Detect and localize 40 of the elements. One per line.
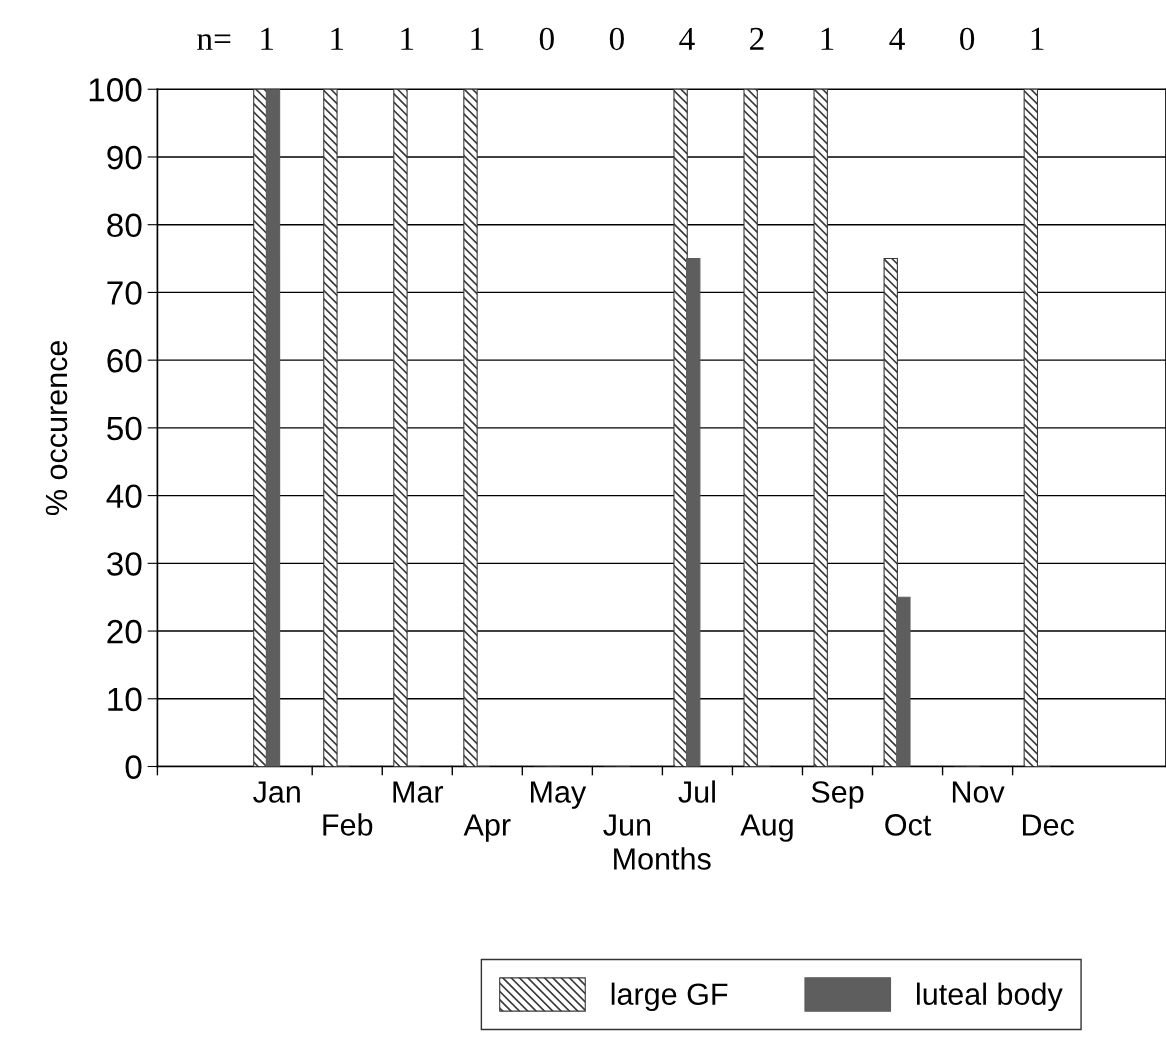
y-tick-label: 40: [106, 484, 142, 509]
y-axis-title: % occurence: [45, 340, 68, 516]
text: 1: [401, 27, 414, 50]
x-tick-label: Nov: [952, 781, 1005, 803]
x-tick-label: Dec: [1022, 814, 1074, 836]
y-tick-label: 50: [107, 416, 142, 441]
x-tick-label: Jul: [678, 780, 715, 803]
x-tick-label: Aug: [740, 814, 793, 842]
x-tick-label: Sep: [811, 781, 864, 809]
y-tick-label: 80: [107, 213, 142, 238]
text: 4: [889, 27, 905, 50]
text: 0: [539, 27, 554, 51]
y-tick-label: 70: [107, 281, 142, 305]
y-tick-label: 10: [108, 687, 142, 712]
text: 1: [471, 27, 484, 50]
x-tick-label: Apr: [463, 814, 511, 842]
y-tick-label: 0: [125, 755, 142, 779]
x-tick-label: Jan: [253, 781, 300, 803]
x-tick-label: May: [530, 781, 587, 809]
x-tick-label: Oct: [885, 814, 932, 836]
text: 1: [261, 27, 274, 50]
text: 1: [821, 27, 834, 50]
legend-label: luteal body: [917, 982, 1063, 1012]
text: 1: [331, 27, 344, 50]
x-tick-label: Jun: [603, 814, 651, 836]
y-tick-label: 20: [107, 619, 142, 644]
y-tick-label: 60: [107, 348, 142, 373]
legend-label: large GF: [611, 982, 728, 1012]
text: 1: [1031, 27, 1044, 50]
text: 4: [679, 27, 695, 50]
x-tick-label: Feb: [323, 813, 373, 836]
y-tick-label: 90: [107, 145, 142, 170]
text: n=: [197, 34, 231, 50]
x-tick-label: Mar: [393, 781, 444, 803]
text: 2: [750, 27, 764, 50]
text: 0: [960, 27, 975, 51]
y-tick-label: 30: [107, 552, 142, 576]
x-axis-title: Months: [614, 847, 711, 870]
text: 0: [609, 27, 624, 51]
y-tick-label: 100: [89, 78, 142, 102]
